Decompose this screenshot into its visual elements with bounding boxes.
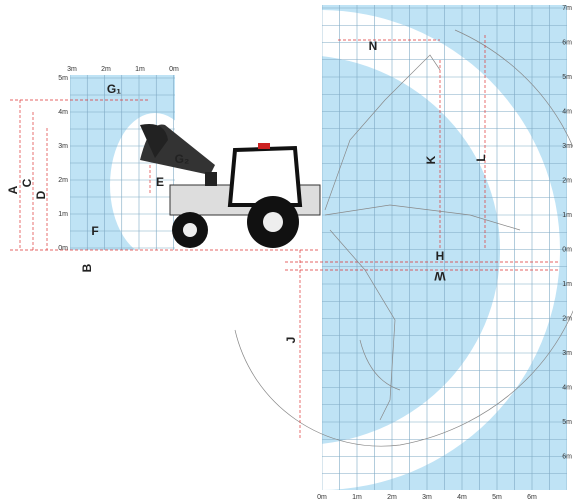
y-tick-label: 1m	[58, 211, 68, 218]
dimension-label: F	[91, 224, 98, 238]
dimension-label: A	[6, 185, 20, 194]
y-tick-label: 0m	[562, 246, 572, 253]
x-tick-label: 5m	[492, 494, 502, 501]
x-tick-label: 0m	[169, 66, 179, 73]
dimension-label: J	[284, 337, 298, 344]
y-tick-label: 7m	[562, 5, 572, 12]
dimension-label: G₁	[107, 82, 121, 96]
y-tick-label: 2m	[58, 177, 68, 184]
dimension-label: B	[80, 263, 94, 272]
x-tick-label: 0m	[317, 494, 327, 501]
y-tick-label: 3m	[562, 143, 572, 150]
dimension-label: K	[424, 155, 438, 164]
dimension-label: W	[434, 269, 446, 283]
y-tick-label: 3m	[58, 143, 68, 150]
y-tick-label: 5m	[58, 75, 68, 82]
y-tick-label: 2m	[562, 177, 572, 184]
diagram: 0m 1m 2m 3m 4m 5m 6m 7m 6m 5m 4m 3m 2m 1m 0m 1m 2m 3m 4m 5m…	[0, 0, 573, 504]
x-tick-label: 1m	[352, 494, 362, 501]
y-tick-label: 6m	[562, 453, 572, 460]
y-tick-label: 4m	[562, 108, 572, 115]
dimension-label: C	[20, 178, 34, 187]
x-tick-label: 3m	[422, 494, 432, 501]
y-tick-label: 4m	[58, 109, 68, 116]
dimension-label: N	[369, 39, 378, 53]
y-tick-label: 0m	[58, 245, 68, 252]
y-tick-label: 4m	[562, 384, 572, 391]
y-tick-label: 1m	[562, 212, 572, 219]
dimension-label: E	[156, 175, 164, 189]
dimension-label: L	[474, 154, 488, 161]
y-tick-label: 2m	[562, 315, 572, 322]
x-tick-label: 2m	[101, 66, 111, 73]
x-tick-label: 3m	[67, 66, 77, 73]
x-tick-label: 1m	[135, 66, 145, 73]
y-tick-label: 5m	[562, 74, 572, 81]
y-tick-label: 6m	[562, 39, 572, 46]
y-tick-label: 3m	[562, 350, 572, 357]
x-tick-label: 4m	[457, 494, 467, 501]
x-tick-label: 2m	[387, 494, 397, 501]
dimension-label: D	[34, 190, 48, 199]
y-tick-label: 1m	[562, 281, 572, 288]
dimension-label: H	[436, 249, 445, 263]
x-tick-label: 6m	[527, 494, 537, 501]
dimension-label: G₂	[175, 152, 190, 166]
y-tick-label: 5m	[562, 419, 572, 426]
